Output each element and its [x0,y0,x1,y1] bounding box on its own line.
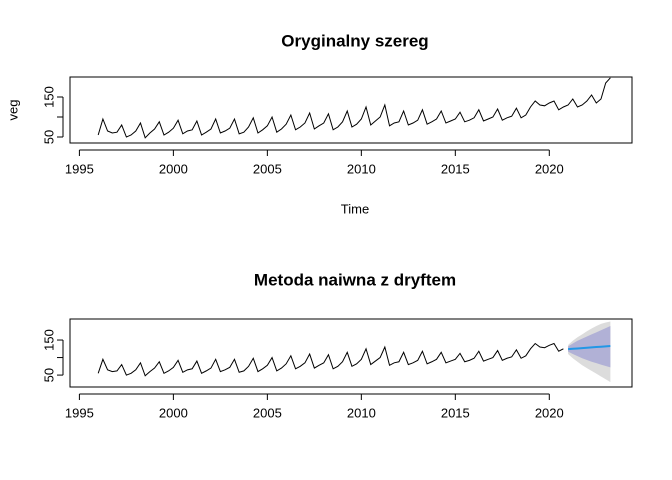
y-tick-label: 50 [41,368,56,382]
y-tick-label: 50 [41,130,56,144]
x-tick-label: 1995 [65,161,94,176]
x-tick-label: 2020 [535,405,564,420]
y-tick-label: 150 [41,86,56,108]
x-tick-label: 2000 [159,161,188,176]
x-tick-label: 2010 [347,405,376,420]
series-line [97,342,564,377]
x-tick-label: 2005 [253,161,282,176]
x-axis-label: Time [341,201,369,216]
x-tick-label: 2010 [347,161,376,176]
y-axis-label: veg [5,100,20,121]
plot-box [69,318,633,388]
chart-title: Oryginalny szereg [281,31,428,50]
series-line [97,77,611,139]
x-tick-label: 2015 [441,405,470,420]
y-tick-label: 150 [41,329,56,351]
plot-box [69,76,633,144]
chart-title: Metoda naiwna z dryftem [254,270,456,289]
x-tick-label: 2000 [159,405,188,420]
x-tick-label: 1995 [65,405,94,420]
forecast-line [568,344,611,351]
x-tick-label: 2020 [535,161,564,176]
x-tick-label: 2015 [441,161,470,176]
x-tick-label: 2005 [253,405,282,420]
